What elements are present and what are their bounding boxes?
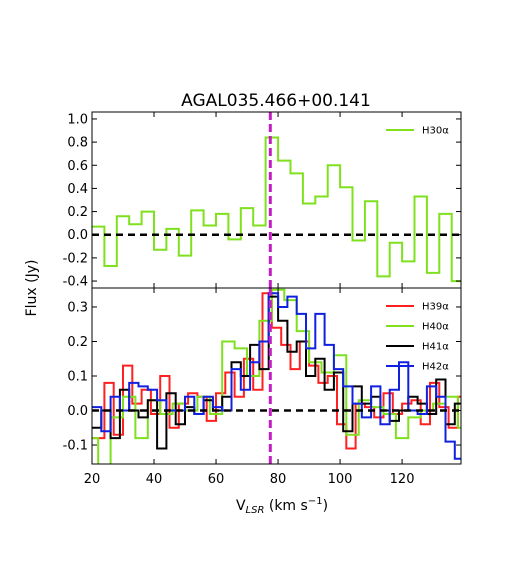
bottom-ytick-label: 0.2 xyxy=(67,335,88,350)
top-legend: H30α xyxy=(386,126,449,137)
xtick-label: 120 xyxy=(390,472,415,487)
x-label-close: ) xyxy=(323,498,328,514)
xtick-label: 60 xyxy=(208,472,225,487)
top-ytick-label: 0.0 xyxy=(67,228,88,243)
xtick-label: 80 xyxy=(270,472,287,487)
top-ytick-label: 0.4 xyxy=(67,182,88,197)
bottom-series-1-line xyxy=(92,288,461,464)
bottom-ytick-label: 0.3 xyxy=(67,300,88,315)
top-ytick-label: 0.6 xyxy=(67,159,88,174)
bottom-ytick-label: 0.0 xyxy=(67,404,88,419)
top-ytick-label: -0.4 xyxy=(63,275,88,290)
bottom-ytick-label: 0.1 xyxy=(67,370,88,385)
bottom-legend-label: H39α xyxy=(422,302,449,313)
x-label-unit: (km s xyxy=(264,498,307,514)
bottom-panel: -0.1 0.0 0.1 0.2 0.3 20 40 60 80 100 120 H39α H40α H4… xyxy=(63,287,462,487)
top-ytick-label: 0.2 xyxy=(67,205,88,220)
xtick-label: 20 xyxy=(84,472,101,487)
top-panel: -0.4 -0.2 0.0 0.2 0.4 0.6 0.8 1.0 H30α xyxy=(63,111,462,290)
bottom-plot-area xyxy=(92,288,461,464)
x-label-subscript: LSR xyxy=(246,505,265,516)
bottom-legend: H39α H40α H41α H42α xyxy=(386,302,449,373)
top-ytick-label: 0.8 xyxy=(67,136,88,151)
top-series-0-line xyxy=(92,136,461,283)
x-axis-label: VLSR (km s−1) xyxy=(236,496,328,516)
chart-title: AGAL035.466+00.141 xyxy=(181,91,371,111)
bottom-legend-label: H41α xyxy=(422,342,449,353)
y-axis-label: Flux (Jy) xyxy=(24,260,40,317)
top-legend-label: H30α xyxy=(422,126,449,137)
x-label-superscript: −1 xyxy=(308,496,323,507)
top-plot-area xyxy=(92,112,461,288)
xtick-label: 100 xyxy=(328,472,353,487)
bottom-legend-label: H40α xyxy=(422,322,449,333)
top-ytick-label: 1.0 xyxy=(67,112,88,127)
bottom-ytick-label: -0.1 xyxy=(63,439,88,454)
bottom-legend-label: H42α xyxy=(422,362,449,373)
x-label-main: V xyxy=(236,498,246,514)
top-ytick-label: -0.2 xyxy=(63,251,88,266)
xtick-label: 40 xyxy=(146,472,163,487)
bottom-series-3-line xyxy=(92,292,461,460)
